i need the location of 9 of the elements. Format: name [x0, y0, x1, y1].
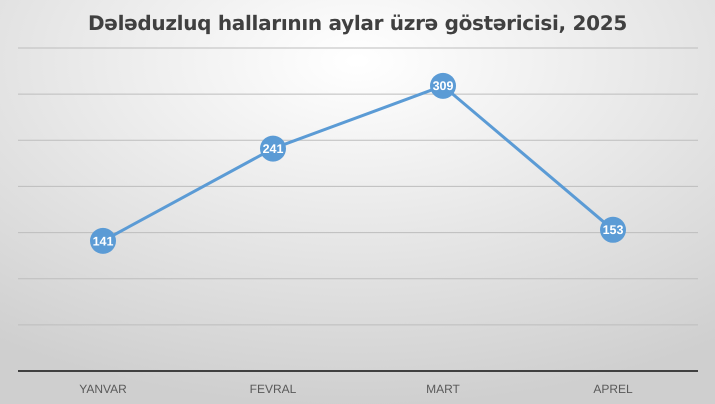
data-label: 241 [262, 142, 284, 156]
x-tick-label: APREL [593, 382, 633, 396]
x-tick-label: FEVRAL [250, 382, 297, 396]
chart-title: Dələduzluq hallarının aylar üzrə göstəricisi, 2025 [88, 11, 627, 35]
data-label: 141 [92, 234, 114, 248]
x-tick-label: MART [426, 382, 461, 396]
x-tick-label: YANVAR [79, 382, 128, 396]
data-label: 309 [432, 79, 454, 94]
data-label: 153 [602, 223, 624, 238]
